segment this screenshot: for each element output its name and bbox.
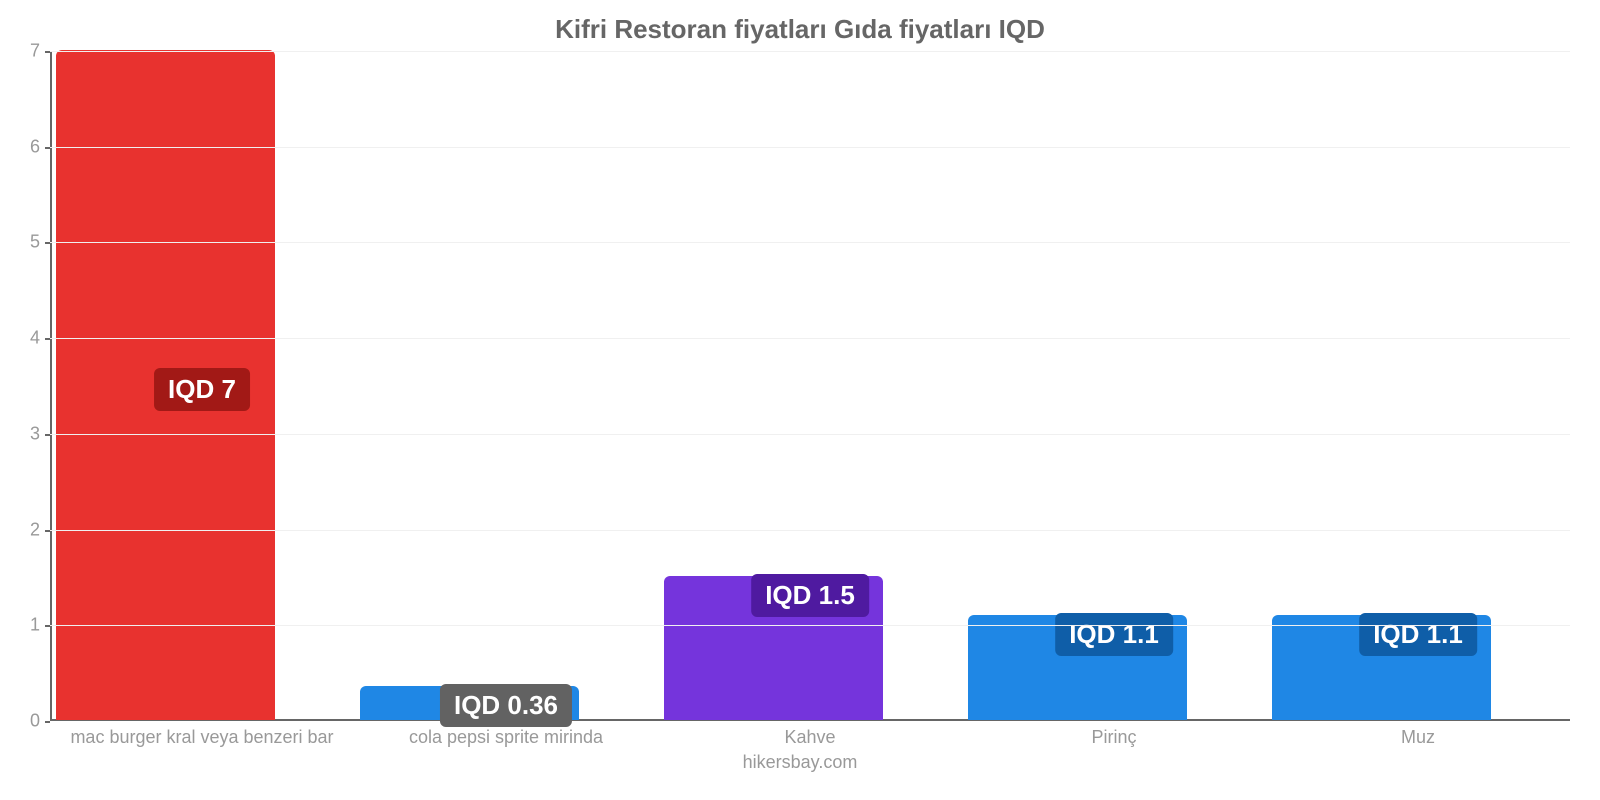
bars-container: IQD 7 IQD 0.36 IQD 1.5 IQD 1.1 IQD 1.1	[50, 51, 1570, 721]
plot-area: IQD 7IQD 0.36IQD 1.5IQD 1.1IQD 1.1 01234…	[50, 51, 1570, 721]
y-tick-label: 4	[30, 328, 50, 349]
y-tick-label: 5	[30, 232, 50, 253]
gridline	[50, 338, 1570, 339]
bar-slot: IQD 0.36	[354, 51, 658, 721]
gridline	[50, 51, 1570, 52]
y-tick-label: 3	[30, 423, 50, 444]
value-badge: IQD 1.1	[1055, 613, 1173, 656]
y-tick-label: 2	[30, 519, 50, 540]
x-tick-label: Muz	[1266, 727, 1570, 748]
y-tick-label: 1	[30, 615, 50, 636]
gridline	[50, 434, 1570, 435]
gridline	[50, 625, 1570, 626]
gridline	[50, 147, 1570, 148]
bar-chart: Kifri Restoran fiyatları Gıda fiyatları …	[0, 0, 1600, 800]
bar-slot: IQD 1.5	[658, 51, 962, 721]
x-axis-labels: mac burger kral veya benzeri barcola pep…	[50, 727, 1570, 748]
bar-slot: IQD 1.1	[1266, 51, 1570, 721]
gridline	[50, 530, 1570, 531]
x-tick-label: Pirinç	[962, 727, 1266, 748]
y-tick-label: 7	[30, 41, 50, 62]
x-tick-label: cola pepsi sprite mirinda	[354, 727, 658, 748]
value-badge: IQD 1.5	[751, 574, 869, 617]
value-badge: IQD 1.1	[1359, 613, 1477, 656]
x-tick-label: Kahve	[658, 727, 962, 748]
chart-title: Kifri Restoran fiyatları Gıda fiyatları …	[0, 14, 1600, 45]
bar-slot: IQD 7	[50, 51, 354, 721]
source-label: hikersbay.com	[0, 752, 1600, 773]
bar-slot: IQD 1.1	[962, 51, 1266, 721]
x-tick-label: mac burger kral veya benzeri bar	[50, 727, 354, 748]
value-badge: IQD 7	[154, 368, 250, 411]
gridline	[50, 242, 1570, 243]
value-badge: IQD 0.36	[440, 684, 572, 727]
y-tick-label: 6	[30, 136, 50, 157]
y-tick-label: 0	[30, 711, 50, 732]
